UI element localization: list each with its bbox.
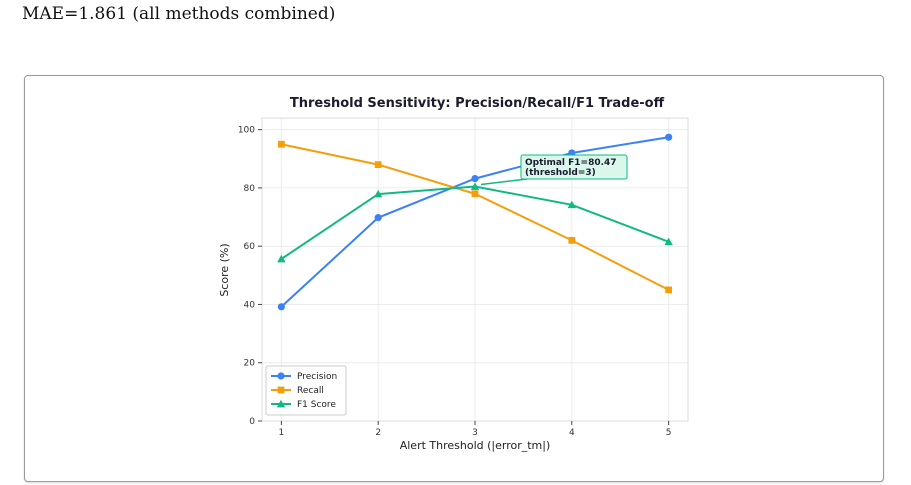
- header-text: MAE=1.861 (all methods combined): [22, 4, 336, 24]
- annotation-box: [520, 154, 628, 180]
- y-tick-label: 60: [244, 242, 256, 252]
- recall-point: [277, 140, 285, 148]
- annotation-text: (threshold=3): [525, 168, 596, 178]
- recall-point: [374, 161, 382, 169]
- precision-point: [471, 175, 479, 183]
- legend-recall-marker: [277, 386, 285, 394]
- recall-point: [471, 190, 479, 198]
- legend: Precision Recall F1 Score: [265, 365, 347, 416]
- precision-point: [374, 214, 382, 222]
- f1-score-point: [664, 237, 673, 246]
- precision-point: [665, 133, 673, 141]
- x-axis-label: Alert Threshold (|error_tm|): [400, 439, 551, 452]
- x-tick-label: 4: [569, 428, 575, 438]
- recall-point: [665, 286, 673, 294]
- x-tick-label: 2: [375, 428, 381, 438]
- x-tick-label: 5: [666, 428, 672, 438]
- f1-score-point: [567, 200, 577, 209]
- series-layer: [277, 133, 673, 311]
- legend-f1-score-marker: [276, 399, 286, 408]
- f1-score-point: [470, 182, 480, 190]
- annotation-text: Optimal F1=80.47: [525, 158, 617, 168]
- f1-score-point: [277, 254, 286, 263]
- legend-recall-label: Recall: [297, 386, 324, 396]
- x-tick-label: 3: [472, 428, 478, 438]
- y-tick-label: 0: [249, 417, 255, 427]
- legend-box: [265, 365, 347, 416]
- precision-point: [277, 303, 285, 311]
- figure-frame: Threshold Sensitivity: Precision/Recall/…: [24, 75, 884, 482]
- threshold-sensitivity-chart: Threshold Sensitivity: Precision/Recall/…: [218, 96, 689, 452]
- y-tick-label: 100: [238, 126, 255, 136]
- y-axis-label: Score (%): [218, 243, 231, 296]
- y-tick-label: 20: [244, 359, 256, 369]
- annotation-layer: Optimal F1=80.47(threshold=3): [480, 154, 628, 186]
- recall-point: [568, 236, 576, 244]
- chart-title: Threshold Sensitivity: Precision/Recall/…: [290, 96, 665, 111]
- x-tick-label: 1: [278, 428, 284, 438]
- legend-precision-label: Precision: [297, 372, 337, 382]
- y-tick-label: 40: [244, 300, 256, 310]
- annotation-arrow: [480, 178, 528, 186]
- legend-f1-score-label: F1 Score: [297, 400, 336, 410]
- y-tick-label: 80: [244, 184, 256, 194]
- axes: 0 20 40 60 80 100 1 2 3 4 5: [238, 126, 672, 438]
- f1-score-point: [373, 189, 383, 198]
- legend-precision-marker: [277, 372, 285, 380]
